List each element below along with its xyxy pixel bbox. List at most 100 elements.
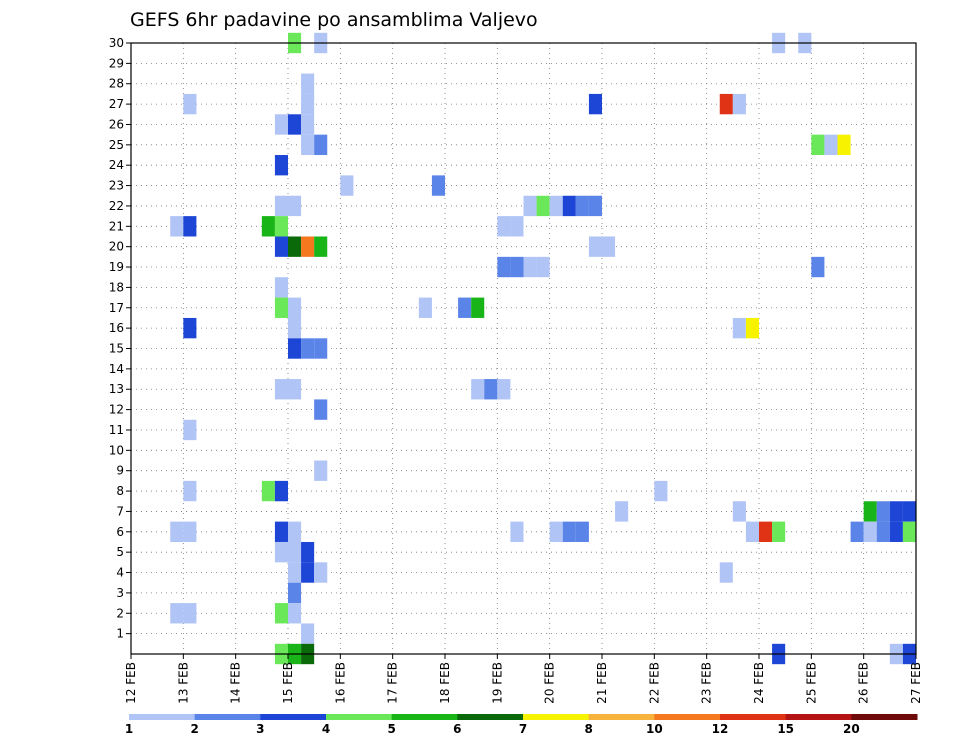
data-cell [183,480,197,502]
y-tick-label: 4 [116,566,124,580]
data-cell [615,501,629,522]
y-tick-label: 8 [116,484,124,498]
data-cell [510,521,524,542]
y-tick-label: 19 [109,260,124,274]
y-tick-label: 12 [109,403,124,417]
data-cell [183,603,197,624]
data-cell [562,521,576,542]
data-cell [170,216,184,237]
y-tick-label: 11 [109,423,124,437]
data-cell [301,236,315,257]
data-cell [575,195,589,217]
x-axis: 12 FEB 13 FEB 14 FEB 15 FEB 16 FEB 17 FEB 18 F… [124,654,923,704]
y-tick-label: 26 [109,117,124,131]
colorbar-label: 20 [843,722,860,736]
data-cell [562,195,576,217]
colorbar-swatch [588,714,655,720]
y-tick-label: 29 [109,56,124,70]
data-cell [340,175,354,196]
data-cell [274,114,288,135]
data-cell [549,521,563,542]
x-tick-label: 14 FEB [229,662,243,704]
data-cell [863,501,877,522]
chart-title: GEFS 6hr padavine po ansamblima Valjevo [130,9,538,31]
data-cell [274,521,288,542]
colorbar-swatch [129,714,196,720]
data-cell [759,521,773,542]
data-cell [274,480,288,502]
colorbar-swatch [523,714,590,720]
data-cell [418,297,432,318]
colorbar-label: 12 [712,722,729,736]
x-tick-label: 20 FEB [543,662,557,704]
colorbar-label: 4 [322,722,330,736]
data-cell [811,256,825,278]
data-cell [575,521,589,542]
colorbar-swatch [654,714,721,720]
y-tick-label: 28 [109,77,124,91]
data-cell [274,216,288,237]
colorbar-swatch [851,714,918,720]
data-cell [301,73,315,94]
y-tick-label: 10 [109,443,124,457]
y-tick-label: 27 [109,97,124,111]
y-tick-label: 30 [109,36,124,50]
x-tick-label: 19 FEB [490,662,504,704]
data-cell [274,277,288,298]
x-tick-label: 15 FEB [281,662,295,704]
data-cell [288,297,302,318]
data-cell [170,521,184,542]
data-cell [301,93,315,115]
data-cell [745,317,759,339]
colorbar-swatch [260,714,327,720]
colorbar-label: 6 [453,722,461,736]
data-cell [458,297,472,318]
data-cell [314,236,328,257]
data-cell [536,195,550,217]
y-tick-label: 16 [109,321,124,335]
data-cell [183,419,197,441]
data-cell [183,216,197,237]
data-cell [288,562,302,583]
colorbar-swatch [720,714,787,720]
data-cell [314,460,328,481]
data-cell [301,338,315,359]
y-tick-label: 21 [109,219,124,233]
colorbar-label: 10 [646,722,663,736]
data-cell [288,603,302,624]
data-cell [889,521,903,542]
data-cell [876,501,890,522]
x-tick-label: 16 FEB [333,662,347,704]
data-cell [876,521,890,542]
data-cell [288,521,302,542]
data-cell [183,521,197,542]
colorbar-label: 1 [125,722,133,736]
data-cell [588,93,602,115]
y-tick-label: 3 [116,586,124,600]
x-tick-label: 23 FEB [700,662,714,704]
data-cell [288,541,302,563]
y-tick-label: 1 [116,627,124,641]
plot-frame [130,42,917,655]
data-cell [288,338,302,359]
y-tick-label: 6 [116,525,124,539]
data-cell [497,256,511,278]
data-cell [274,297,288,318]
data-cell [274,236,288,257]
colorbar: 1 2 3 4 5 6 7 8 10 12 15 20 [125,714,918,736]
y-tick-label: 14 [109,362,124,376]
x-tick-label: 17 FEB [386,662,400,704]
data-cell [523,195,537,217]
y-tick-label: 22 [109,199,124,213]
data-cell [850,521,864,542]
data-cell [183,93,197,115]
colorbar-label: 7 [519,722,527,736]
colorbar-swatch [326,714,393,720]
data-cell [719,562,733,583]
data-cell [745,521,759,542]
data-cell [274,195,288,217]
data-cell [588,236,602,257]
colorbar-swatch [391,714,458,720]
data-cell [288,195,302,217]
data-cell [301,114,315,135]
